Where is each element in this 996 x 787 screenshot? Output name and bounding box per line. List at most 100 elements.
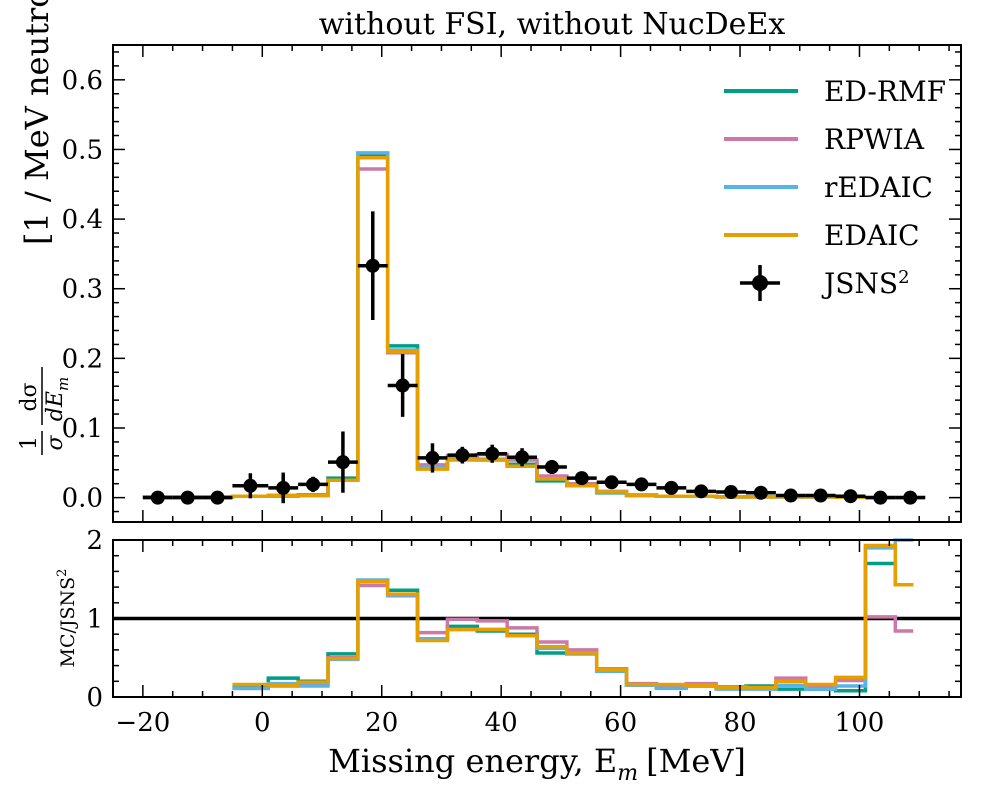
legend-data-name: JSNS bbox=[821, 267, 898, 300]
main-axes-frame bbox=[112, 44, 962, 523]
series-line-edaic bbox=[142, 156, 926, 500]
data-point bbox=[596, 475, 627, 490]
data-point bbox=[716, 485, 747, 500]
data-point bbox=[232, 473, 269, 499]
data-point-marker bbox=[634, 477, 649, 492]
data-point bbox=[298, 476, 328, 493]
ratio-y-tick-label: 1 bbox=[86, 605, 103, 635]
ratio-axes-frame bbox=[112, 539, 962, 698]
y-tick-label: 0.4 bbox=[62, 205, 103, 235]
data-point bbox=[835, 489, 866, 504]
legend-label: EDAIC bbox=[824, 219, 920, 252]
data-point-marker bbox=[694, 484, 709, 499]
data-point-marker bbox=[210, 490, 225, 505]
ylabel-frac-bottom: σ bbox=[43, 435, 68, 451]
legend-label: rEDAIC bbox=[824, 171, 933, 204]
data-point-marker bbox=[873, 490, 888, 505]
data-point bbox=[507, 448, 537, 467]
legend-data-sup: 2 bbox=[898, 267, 909, 288]
ratio-ylabel-text: MC/JSNS bbox=[57, 577, 79, 668]
data-point-marker bbox=[180, 490, 195, 505]
x-tick-label: 80 bbox=[723, 708, 756, 738]
ylabel-deriv-bottom-group: dEm bbox=[43, 377, 72, 421]
data-point-marker bbox=[783, 488, 798, 503]
ratio-panel: −20 0 20 40 60 80 100 0 1 2 bbox=[86, 526, 962, 738]
data-point bbox=[626, 477, 657, 492]
data-point-marker bbox=[335, 455, 350, 470]
legend-entry: ED-RMF bbox=[724, 75, 946, 108]
data-point bbox=[775, 488, 806, 503]
x-tick-label: 100 bbox=[835, 708, 885, 738]
y-tick-label: 0.5 bbox=[62, 135, 103, 165]
data-point bbox=[865, 490, 896, 505]
data-point bbox=[447, 446, 478, 464]
xlabel-sub: m bbox=[617, 761, 638, 786]
data-point bbox=[417, 443, 448, 473]
ylabel-deriv-top: dσ bbox=[17, 382, 42, 411]
xlabel-unit: [MeV] bbox=[646, 742, 746, 780]
y-tick-label: 0.0 bbox=[62, 484, 103, 514]
data-point bbox=[656, 480, 687, 495]
legend-entry: RPWIA bbox=[724, 123, 925, 156]
x-tick-label: 0 bbox=[254, 708, 271, 738]
x-tick-label: 60 bbox=[604, 708, 637, 738]
y-tick-label: 0.2 bbox=[62, 344, 103, 374]
legend-label: ED-RMF bbox=[824, 75, 946, 108]
data-point-marker bbox=[813, 488, 828, 503]
data-point-marker bbox=[485, 446, 500, 461]
y-tick-label: 0.6 bbox=[62, 66, 103, 96]
data-point bbox=[566, 471, 597, 486]
x-tick-label: 20 bbox=[365, 708, 398, 738]
data-point bbox=[805, 488, 836, 503]
data-point bbox=[537, 459, 567, 474]
data-point-marker bbox=[753, 485, 768, 500]
data-point-marker bbox=[843, 489, 858, 504]
main-series-layer bbox=[142, 151, 926, 500]
data-point-marker bbox=[395, 378, 410, 393]
data-point-marker bbox=[664, 480, 679, 495]
data-point bbox=[268, 472, 299, 504]
data-point-marker bbox=[515, 450, 530, 465]
main-points-layer bbox=[142, 211, 926, 505]
data-point-marker bbox=[150, 490, 165, 505]
data-point-marker bbox=[604, 475, 619, 490]
ratio-axis-ticks: −20 0 20 40 60 80 100 0 1 2 bbox=[86, 526, 961, 738]
chart-title: without FSI, without NucDeEx bbox=[319, 7, 786, 42]
y-tick-label: 0.3 bbox=[62, 275, 103, 305]
ylabel-deriv-bottom: dE bbox=[43, 391, 68, 421]
data-point bbox=[477, 444, 508, 463]
data-point-marker bbox=[724, 485, 739, 500]
data-point bbox=[172, 490, 203, 505]
ratio-line-edaic bbox=[232, 543, 914, 690]
data-point-marker bbox=[544, 459, 559, 474]
ratio-y-tick-label: 2 bbox=[86, 526, 103, 556]
ratio-y-tick-label: 0 bbox=[86, 683, 103, 713]
data-point bbox=[142, 490, 173, 505]
legend-entry: rEDAIC bbox=[724, 171, 933, 204]
xlabel: Missing energy, Em [MeV] bbox=[328, 742, 746, 786]
ratio-series-layer bbox=[232, 538, 914, 693]
main-ylabel: [1 / MeV neutron] 1 σ dσ dEm bbox=[17, 0, 72, 455]
xlabel-text: Missing energy, E bbox=[328, 742, 617, 780]
main-panel: 0.0 0.1 0.2 0.3 0.4 0.5 0.6 bbox=[62, 44, 962, 523]
legend-label: JSNS2 bbox=[821, 267, 910, 300]
legend-label: RPWIA bbox=[824, 123, 925, 156]
data-point bbox=[895, 490, 926, 505]
y-tick-label: 0.1 bbox=[62, 414, 103, 444]
legend-entry-data: JSNS2 bbox=[740, 265, 910, 301]
data-point bbox=[357, 211, 388, 321]
legend-data-marker bbox=[752, 275, 768, 291]
legend-entry: EDAIC bbox=[724, 219, 920, 252]
ratio-ylabel: MC/JSNS2 bbox=[55, 569, 79, 668]
data-point bbox=[202, 490, 233, 505]
data-point bbox=[746, 485, 776, 500]
x-tick-label: 40 bbox=[485, 708, 518, 738]
ylabel-deriv-sub: m bbox=[54, 377, 72, 391]
data-point-marker bbox=[276, 480, 291, 495]
legend: ED-RMF RPWIA rEDAIC EDAIC JSNS2 bbox=[724, 75, 946, 301]
ratio-ylabel-sup: 2 bbox=[55, 569, 70, 577]
data-point-marker bbox=[365, 258, 380, 273]
ylabel-frac-top: 1 bbox=[17, 436, 42, 450]
ylabel-unit: [1 / MeV neutron] bbox=[18, 0, 56, 245]
